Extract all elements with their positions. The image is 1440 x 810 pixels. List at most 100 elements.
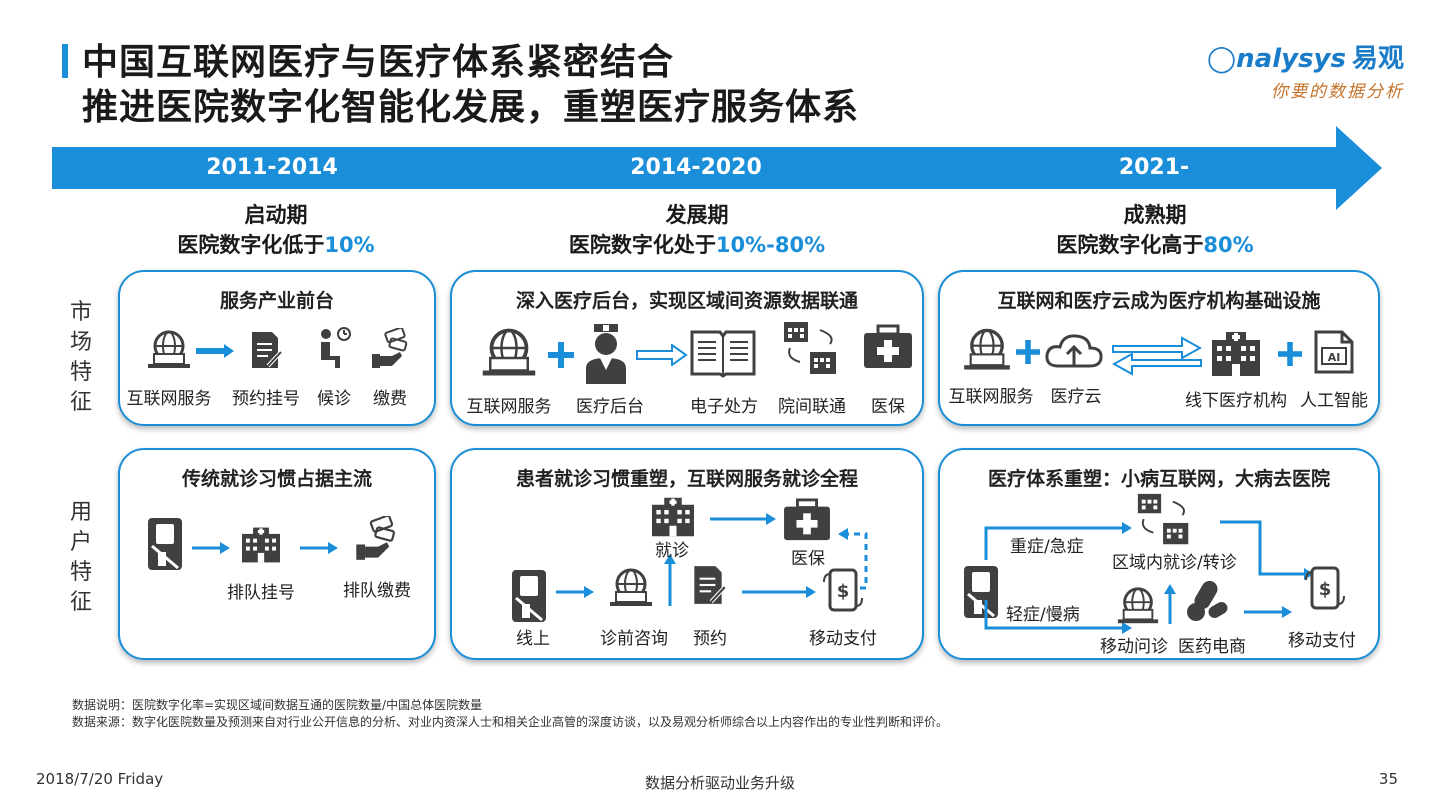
item-online: 线上: [516, 629, 550, 649]
item-ai: 人工智能: [1300, 391, 1368, 411]
stage-3: 成熟期 医院数字化高于80%: [1056, 203, 1254, 257]
item-insurance: 医保: [871, 397, 905, 417]
user-card-3: 医疗体系重塑：小病互联网，大病去医院 $ 重症/急症 区域内就诊/转诊 轻症/慢…: [938, 448, 1380, 660]
footer-date: 2018/7/20 Friday: [36, 770, 164, 788]
label-pharma-ecommerce: 医药电商: [1178, 637, 1246, 657]
period-2: 2014-2020: [630, 155, 762, 180]
page-title: 中国互联网医疗与医疗体系紧密结合 推进医院数字化智能化发展，重塑医疗服务体系: [82, 40, 859, 130]
plus-icon: [1016, 340, 1040, 364]
market-card-1: 服务产业前台 互联网服务 预约挂号 候诊 缴费: [118, 270, 436, 426]
note-source: 数据来源：数字化医院数量及预测来自对行业公开信息的分析、对业内资深人士和相关企业…: [72, 715, 949, 729]
item-offline-institution: 线下医疗机构: [1185, 391, 1287, 411]
branch-arrows-icon: [982, 516, 1132, 634]
globe-laptop-icon: [480, 328, 538, 378]
hospital-building-icon: [238, 526, 284, 564]
card-title: 深入医疗后台，实现区域间资源数据联通: [515, 290, 858, 312]
label-mild-chronic: 轻症/慢病: [1006, 605, 1080, 625]
hospitals-network-icon: [780, 318, 844, 382]
item-interhospital: 院间联通: [778, 397, 846, 417]
logo-o-icon: ◯: [1207, 44, 1237, 74]
label-severe: 重症/急症: [1010, 537, 1084, 557]
footer-slogan: 数据分析驱动业务升级: [644, 774, 795, 792]
bidirectional-arrows-icon: [1112, 332, 1202, 376]
svg-text:$: $: [837, 581, 850, 602]
label-mobile-pay: 移动支付: [1288, 631, 1356, 651]
item-internet-service: 互联网服务: [466, 397, 552, 417]
up-arrow-icon: [664, 554, 676, 606]
page-number: 35: [1378, 770, 1398, 788]
item-waiting: 候诊: [317, 389, 351, 409]
svg-text:$: $: [1319, 579, 1332, 600]
arrow-head-icon: [1336, 126, 1382, 210]
hollow-arrow-icon: [636, 344, 688, 366]
item-mobile-pay: 移动支付: [809, 629, 877, 649]
brand-logo: ◯nalysys 易观 你要的数据分析: [1207, 38, 1404, 102]
item-medical-backend: 医疗后台: [576, 397, 644, 417]
hospital-building-icon: [648, 496, 698, 538]
card-title: 医疗体系重塑：小病互联网，大病去医院: [987, 468, 1330, 490]
note-definition: 数据说明：医院数字化率=实现区域间数据互通的医院数量/中国总体医院数量: [72, 698, 483, 712]
period-3: 2021-: [1118, 155, 1190, 180]
logo-main: ◯nalysys 易观: [1207, 44, 1404, 74]
nurse-icon: [582, 320, 630, 386]
svg-text:AI: AI: [1328, 351, 1341, 364]
timeline-arrow: [52, 126, 1382, 210]
globe-laptop-icon: [962, 328, 1012, 372]
hospitals-network-icon: [1134, 490, 1196, 552]
market-card-2: 深入医疗后台，实现区域间资源数据联通 互联网服务 医疗后台 电子处方 院间联通 …: [450, 270, 924, 426]
item-queue-pay: 排队缴费: [343, 581, 411, 601]
label-mobile-consult: 移动问诊: [1100, 637, 1168, 657]
title-line-1: 中国互联网医疗与医疗体系紧密结合: [82, 42, 675, 83]
market-card-3: 互联网和医疗云成为医疗机构基础设施 AI 互联网服务 医疗云 线下医疗机构 人工…: [938, 270, 1380, 426]
card-title: 服务产业前台: [219, 290, 334, 312]
row-label-market: 市场特征: [69, 300, 92, 415]
row-label-user: 用户特征: [69, 500, 92, 615]
label-regional-referral: 区域内就诊/转诊: [1112, 553, 1237, 573]
globe-laptop-icon: [608, 568, 654, 608]
plus-icon: [1278, 342, 1302, 366]
right-arrow-icon: [1244, 606, 1292, 618]
plus-icon: [548, 342, 574, 368]
mobile-payment-icon: $: [1304, 566, 1346, 610]
waiting-person-icon: [316, 326, 352, 370]
item-e-prescription: 电子处方: [690, 397, 758, 417]
up-arrow-icon: [1164, 584, 1176, 624]
right-arrow-icon: [742, 586, 816, 598]
document-pen-icon: [248, 330, 282, 370]
right-arrow-icon: [192, 542, 230, 554]
item-medical-cloud: 医疗云: [1050, 387, 1102, 407]
cloud-upload-icon: [1044, 332, 1104, 372]
dashed-return-arrow-icon: [838, 528, 872, 590]
stage-2: 发展期 医院数字化处于10%-80%: [568, 203, 826, 257]
right-arrow-icon: [710, 513, 776, 525]
title-line-2: 推进医院数字化智能化发展，重塑医疗服务体系: [82, 87, 860, 128]
data-notes: 数据说明：医院数字化率=实现区域间数据互通的医院数量/中国总体医院数量 数据来源…: [72, 697, 948, 731]
right-arrow-icon: [300, 542, 338, 554]
logo-slogan: 你要的数据分析: [1271, 82, 1404, 102]
patient-icon: [510, 566, 548, 624]
patient-icon: [962, 562, 1000, 620]
right-arrow-icon: [196, 344, 234, 358]
pills-icon: [1184, 578, 1230, 626]
item-appointment: 预约挂号: [232, 389, 300, 409]
stage-1: 启动期 医院数字化低于10%: [177, 203, 375, 257]
item-consult: 就诊: [655, 541, 689, 561]
mobile-payment-icon: $: [822, 568, 864, 612]
user-card-2: 患者就诊习惯重塑，互联网服务就诊全程 $ 就诊 医保 线上 诊前咨询 预约 移动…: [450, 448, 924, 660]
title-accent-bar: [62, 44, 68, 78]
hospital-building-icon: [1208, 330, 1264, 378]
item-internet-service: 互联网服务: [948, 387, 1034, 407]
item-queue-register: 排队挂号: [227, 583, 295, 603]
ai-document-icon: AI: [1312, 328, 1356, 376]
card-title: 患者就诊习惯重塑，互联网服务就诊全程: [515, 468, 858, 490]
right-arrow-icon: [556, 586, 594, 598]
open-book-icon: [690, 328, 756, 378]
patient-icon: [146, 514, 184, 572]
item-pre-consult: 诊前咨询: [600, 629, 668, 649]
payment-hand-icon: [370, 328, 410, 370]
item-payment: 缴费: [373, 389, 407, 409]
period-1: 2011-2014: [206, 155, 338, 180]
globe-laptop-icon: [1116, 586, 1160, 626]
card-title: 传统就诊习惯占据主流: [181, 468, 372, 490]
card-title: 互联网和医疗云成为医疗机构基础设施: [997, 290, 1321, 312]
